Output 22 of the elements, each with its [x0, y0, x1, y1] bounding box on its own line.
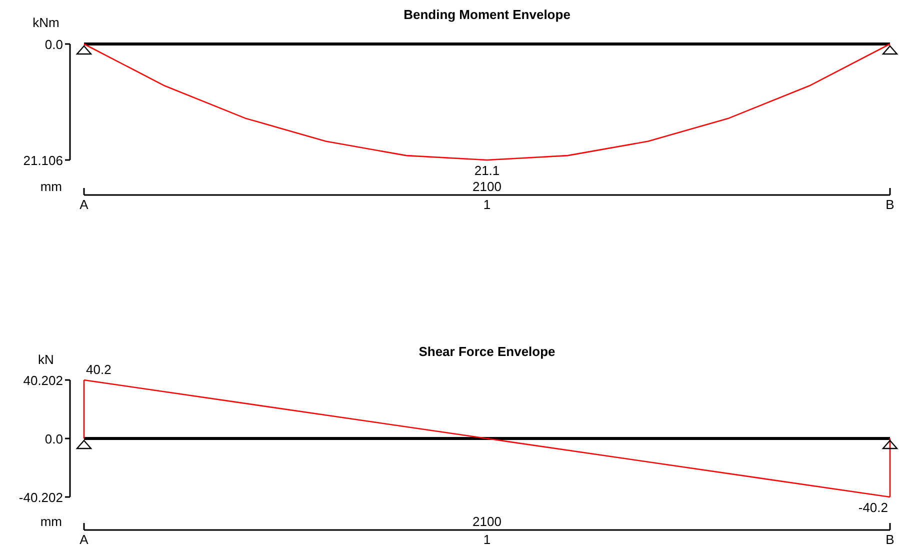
y-axis-title: kN	[38, 352, 54, 367]
chart-title: Bending Moment Envelope	[404, 7, 570, 22]
x-axis-title: mm	[40, 179, 62, 194]
x-tick-label: B	[886, 532, 894, 547]
y-tick-label: 0.0	[44, 432, 63, 446]
x-tick-label: 1	[483, 532, 491, 547]
y-tick-label: -40.202	[18, 490, 63, 505]
y-tick-label: 40.202	[23, 373, 63, 388]
text: 2100	[472, 514, 502, 529]
y-tick-label: 0.0	[44, 37, 63, 52]
data-label: 40.2	[86, 362, 112, 377]
x-tick-label: 1	[483, 197, 491, 212]
x-tick-label: B	[886, 197, 894, 212]
x-axis-title: mm	[40, 514, 62, 529]
text: 2100	[472, 179, 502, 194]
y-tick-label: 21.106	[23, 153, 63, 168]
x-tick-label: A	[80, 532, 89, 547]
data-label: -40.2	[858, 500, 888, 515]
y-axis-title: kNm	[32, 15, 60, 30]
x-tick-label: A	[80, 197, 89, 212]
data-label: 21.1	[474, 163, 500, 178]
chart-title: Shear Force Envelope	[418, 344, 556, 359]
